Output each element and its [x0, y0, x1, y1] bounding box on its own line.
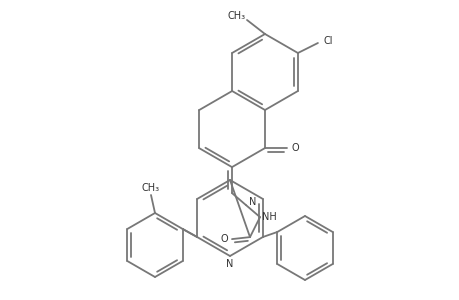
Text: O: O: [291, 143, 298, 153]
Text: CH₃: CH₃: [142, 183, 160, 193]
Text: N: N: [226, 259, 233, 269]
Text: O: O: [220, 234, 227, 244]
Text: N: N: [249, 197, 256, 207]
Text: NH: NH: [261, 212, 276, 222]
Text: Cl: Cl: [323, 36, 332, 46]
Text: CH₃: CH₃: [228, 11, 246, 21]
